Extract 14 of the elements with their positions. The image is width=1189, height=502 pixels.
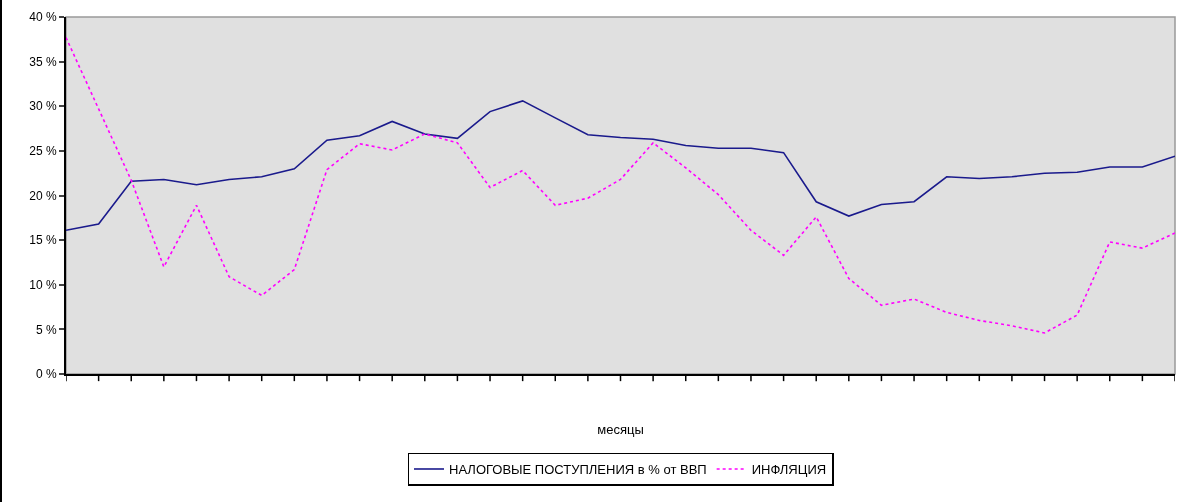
- x-axis-title: месяцы: [597, 422, 644, 438]
- line-series: [66, 100, 1175, 232]
- legend-label: ИНФЛЯЦИЯ: [751, 462, 827, 478]
- y-tick-label: 10 %: [29, 277, 57, 292]
- y-tick-label: 15 %: [29, 233, 57, 248]
- legend-label: НАЛОГОВЫЕ ПОСТУПЛЕНИЯ в % от ВВП: [449, 462, 707, 478]
- line-series: [66, 36, 1175, 334]
- y-tick-label: 35 %: [29, 54, 57, 69]
- y-tick-label: 20 %: [29, 188, 57, 203]
- y-tick-label: 25 %: [29, 144, 57, 159]
- y-tick-label: 0 %: [35, 367, 57, 382]
- y-tick-label: 5 %: [35, 322, 57, 337]
- y-tick-label: 30 %: [29, 99, 57, 114]
- y-tick-label: 40 %: [29, 10, 57, 25]
